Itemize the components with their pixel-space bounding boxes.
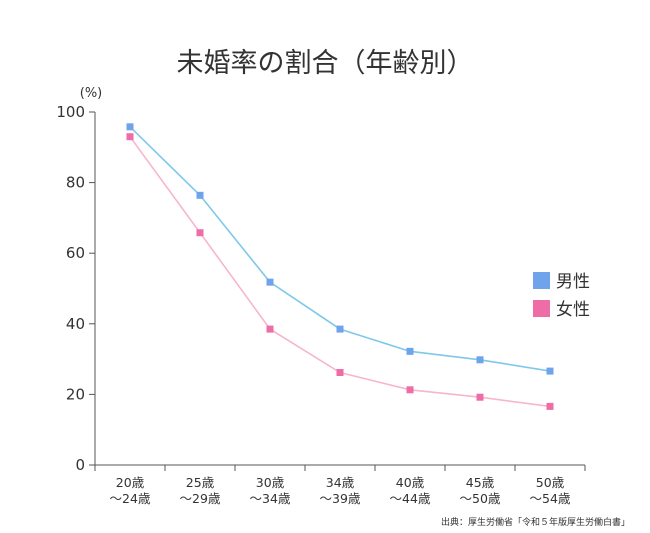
legend-swatch	[533, 300, 550, 317]
data-point	[266, 278, 274, 286]
data-point	[196, 229, 204, 237]
y-tick-labels: 0 20 40 60 80 100	[56, 103, 85, 474]
data-point	[546, 367, 554, 375]
series-line	[129, 136, 551, 408]
y-tick-label: 0	[75, 456, 85, 474]
x-tick-label: 34歳〜39歳	[320, 475, 361, 506]
y-tick-label: 100	[56, 103, 85, 121]
y-tick-label: 20	[66, 385, 85, 403]
data-point	[546, 402, 554, 410]
x-tick-label: 50歳〜54歳	[530, 475, 571, 506]
data-point	[476, 393, 484, 401]
series-1	[126, 123, 554, 375]
y-tick-label: 80	[66, 174, 85, 192]
data-point	[476, 356, 484, 364]
data-point	[336, 325, 344, 333]
y-tick-label: 40	[66, 315, 85, 333]
axes	[89, 111, 586, 471]
chart-title: 未婚率の割合（年齢別）	[177, 48, 474, 79]
legend-label: 女性	[556, 300, 590, 320]
data-point	[126, 123, 134, 131]
series-line	[129, 126, 551, 372]
x-tick-label: 30歳〜34歳	[250, 475, 291, 506]
data-point	[406, 347, 414, 355]
x-tick-label: 40歳〜44歳	[390, 475, 431, 506]
series-2	[126, 133, 554, 410]
y-tick-label: 60	[66, 244, 85, 262]
x-tick-label: 45歳〜50歳	[460, 475, 501, 506]
legend-swatch	[533, 272, 550, 289]
data-point	[266, 325, 274, 333]
data-point	[406, 386, 414, 394]
series-layer	[126, 123, 554, 410]
data-point	[336, 369, 344, 377]
x-tick-label: 20歳〜24歳	[110, 475, 151, 506]
data-point	[126, 133, 134, 141]
source-note: 出典：厚生労働省「令和５年版厚生労働白書」	[441, 516, 630, 528]
x-tick-label: 25歳〜29歳	[180, 475, 221, 506]
data-point	[196, 191, 204, 199]
x-tick-labels: 20歳〜24歳 25歳〜29歳 30歳〜34歳 34歳〜39歳 40歳〜44歳 45歳〜5…	[110, 475, 571, 506]
y-axis-unit: (%)	[80, 86, 103, 101]
legend-label: 男性	[556, 272, 590, 292]
